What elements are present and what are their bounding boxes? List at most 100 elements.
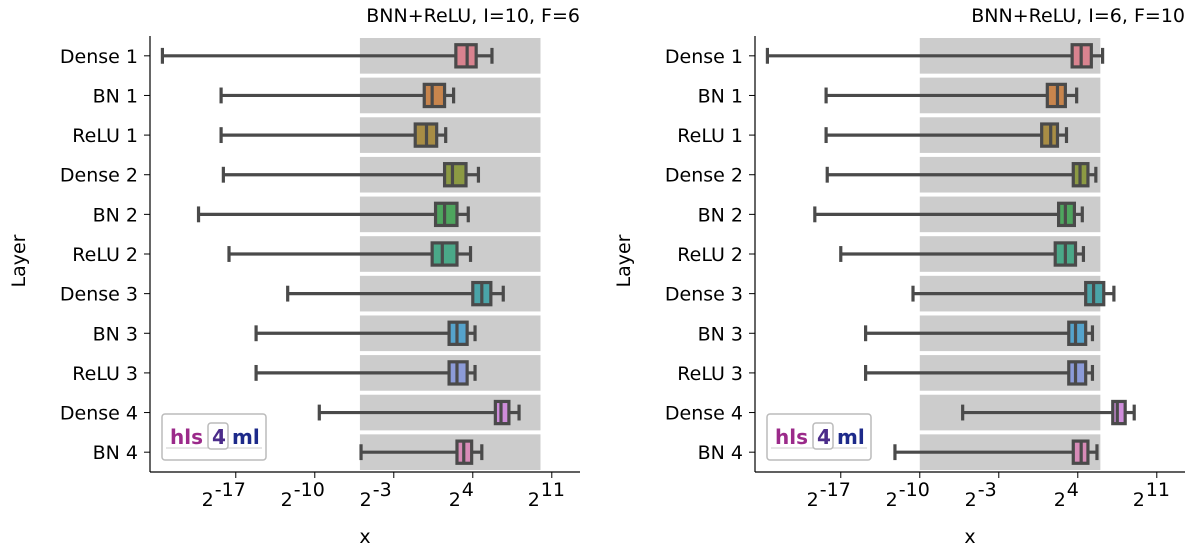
logo-text-hls: hls [775, 425, 808, 449]
x-tick-base: 2 [1133, 489, 1145, 511]
box-iqr [1067, 360, 1088, 386]
x-tick-base: 2 [202, 489, 214, 511]
box-bn-4 [893, 439, 1099, 465]
chart-panel-left: Dense 1 BN 1 ReLU 1 Dense 2 BN 2 ReLU 2 Dense … [8, 5, 580, 548]
y-tick-label: Dense 1 [665, 46, 743, 68]
x-tick-exponent: -10 [294, 479, 325, 501]
box-relu-2 [227, 241, 473, 267]
logo-text-ml: ml [232, 425, 260, 449]
box-bn-1 [824, 82, 1079, 109]
x-tick-exponent: -10 [899, 479, 930, 501]
box-dense-2 [221, 162, 481, 188]
chart-title: BNN+ReLU, I=6, F=10 [971, 5, 1185, 27]
y-tick-label: BN 4 [93, 442, 138, 464]
y-tick-label: BN 4 [698, 442, 743, 464]
x-tick-base: 2 [886, 489, 898, 511]
y-tick-label: BN 3 [698, 323, 743, 345]
logo-chip [207, 422, 229, 450]
box-bn-1 [219, 82, 456, 109]
y-tick-label: BN 1 [698, 85, 743, 107]
y-tick-label: BN 2 [93, 204, 138, 226]
x-axis-title: x [964, 526, 975, 548]
x-tick-base: 2 [807, 489, 819, 511]
y-tick-label: Dense 4 [665, 403, 743, 425]
x-tick-exponent: -3 [978, 479, 997, 501]
x-tick-exponent: -17 [820, 479, 851, 501]
x-tick-base: 2 [281, 489, 293, 511]
x-tick-exponent: -3 [373, 479, 392, 501]
box-bn-2 [196, 201, 470, 228]
x-axis-title: x [359, 526, 370, 548]
x-tick-exponent: 4 [462, 479, 474, 501]
y-tick-label: ReLU 2 [72, 244, 138, 266]
x-tick-base: 2 [449, 489, 461, 511]
y-axis-title: Layer [613, 234, 635, 287]
x-tick-exponent: -17 [215, 479, 246, 501]
box-bn-4 [359, 439, 484, 465]
x-tick-label: 2 -3 [965, 479, 997, 511]
box-dense-3 [286, 280, 505, 307]
x-tick-base: 2 [360, 489, 372, 511]
box-bn-2 [813, 201, 1084, 228]
chart-panel-right: Dense 1 BN 1 ReLU 1 Dense 2 BN 2 ReLU 2 Dense … [613, 5, 1185, 548]
hls4ml-logo: hls 4 ml [766, 413, 872, 461]
y-tick-label: ReLU 1 [72, 125, 138, 147]
x-tick-base: 2 [528, 489, 540, 511]
box-dense-4 [961, 399, 1136, 426]
y-axis-title: Layer [8, 234, 30, 287]
y-tick-label: ReLU 3 [677, 363, 743, 385]
box-relu-1 [219, 122, 448, 148]
y-tick-label: ReLU 2 [677, 244, 743, 266]
logo-text-ml: ml [837, 425, 865, 449]
logo-chip [812, 422, 834, 450]
x-tick-exponent: 11 [541, 479, 565, 501]
y-tick-label: BN 3 [93, 323, 138, 345]
x-tick-base: 2 [965, 489, 977, 511]
y-tick-label: ReLU 1 [677, 125, 743, 147]
y-tick-label: BN 2 [698, 204, 743, 226]
y-tick-label: Dense 3 [60, 284, 138, 306]
box-dense-3 [911, 280, 1116, 307]
box-iqr [422, 82, 447, 109]
box-relu-3 [864, 360, 1095, 386]
x-tick-label: 2 11 [528, 479, 565, 511]
x-tick-label: 2 -17 [807, 479, 851, 511]
x-tick-base: 2 [1054, 489, 1066, 511]
y-tick-label: Dense 3 [665, 284, 743, 306]
x-tick-exponent: 4 [1067, 479, 1079, 501]
y-tick-label: Dense 2 [665, 165, 743, 187]
y-tick-label: Dense 4 [60, 403, 138, 425]
logo-text-4: 4 [212, 425, 226, 449]
x-tick-label: 2 -17 [202, 479, 246, 511]
hls4ml-logo: hls 4 ml [161, 413, 267, 461]
box-dense-4 [317, 399, 521, 426]
box-iqr [1067, 320, 1088, 346]
x-tick-exponent: 11 [1146, 479, 1170, 501]
box-iqr [442, 162, 468, 188]
box-dense-1 [160, 43, 494, 69]
box-dense-2 [825, 162, 1098, 188]
y-tick-label: ReLU 3 [72, 363, 138, 385]
x-tick-label: 2 -10 [886, 479, 930, 511]
chart-title: BNN+ReLU, I=10, F=6 [366, 5, 580, 27]
y-tick-label: Dense 1 [60, 46, 138, 68]
box-dense-1 [765, 43, 1105, 69]
x-tick-label: 2 -3 [360, 479, 392, 511]
y-tick-label: Dense 2 [60, 165, 138, 187]
box-iqr [1111, 399, 1127, 426]
x-tick-label: 2 -10 [281, 479, 325, 511]
y-tick-label: BN 1 [93, 85, 138, 107]
box-bn-3 [864, 320, 1095, 346]
logo-text-4: 4 [817, 425, 831, 449]
box-iqr [430, 241, 459, 267]
box-relu-1 [824, 122, 1069, 148]
box-iqr [433, 201, 459, 228]
logo-text-hls: hls [170, 425, 203, 449]
x-tick-label: 2 11 [1133, 479, 1170, 511]
box-relu-3 [254, 360, 477, 386]
box-bn-3 [254, 320, 477, 346]
box-relu-2 [839, 241, 1086, 267]
